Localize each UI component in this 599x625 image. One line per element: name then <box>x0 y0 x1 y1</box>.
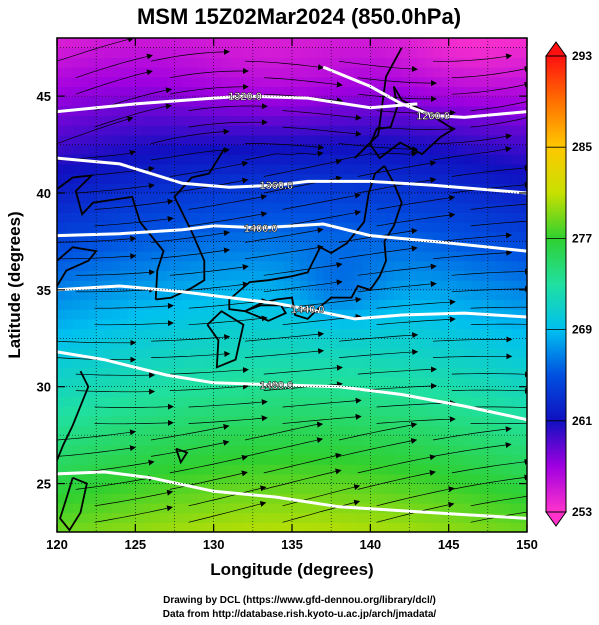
colorbar-tick-label: 293 <box>572 49 592 63</box>
contour-line <box>57 156 527 195</box>
y-tick-label: 35 <box>37 283 51 298</box>
x-tick-label: 135 <box>281 537 303 552</box>
x-tick-label: 120 <box>46 537 68 552</box>
credit-line-2: Data from http://database.rish.kyoto-u.a… <box>162 609 437 620</box>
x-axis: 120 125 130 135 140 145 150 <box>46 38 538 552</box>
coastline-segment <box>244 304 287 322</box>
y-tick-label: 45 <box>37 89 51 104</box>
coastline-segment <box>57 246 98 287</box>
x-tick-label: 140 <box>359 537 381 552</box>
contour-label: 1440.0 <box>291 304 325 316</box>
colorbar-scale <box>545 55 567 513</box>
heatmap-field <box>57 38 527 532</box>
wind-streamlines <box>57 38 527 523</box>
contour-label: 1400.0 <box>244 223 278 235</box>
contour-line <box>57 470 527 520</box>
contour-label: 1260.0 <box>416 111 450 123</box>
coastline-segment <box>228 165 403 320</box>
chart-title: MSM 15Z02Mar2024 (850.0hPa) <box>137 4 461 29</box>
y-axis-label: Latitude (degrees) <box>5 211 24 358</box>
coastline-segment <box>59 476 88 532</box>
colorbar-tick-label: 285 <box>572 140 592 154</box>
colorbar-max-arrow <box>545 41 567 57</box>
contour-label: 1320.0 <box>228 91 262 103</box>
y-tick-label: 40 <box>37 186 51 201</box>
contour-label: 1360.0 <box>259 180 293 192</box>
contour-line <box>322 65 527 119</box>
coastline-segment <box>175 447 189 465</box>
x-tick-label: 145 <box>438 537 460 552</box>
contour-line <box>57 284 527 321</box>
coastline-segment <box>206 310 245 369</box>
contour-line <box>57 350 527 422</box>
x-tick-label: 130 <box>203 537 225 552</box>
plot-area: 1320.0 1260.0 1360.0 1400.0 1440.0 1480.0 <box>57 38 527 532</box>
y-tick-label: 30 <box>37 380 51 395</box>
x-axis-label: Longitude (degrees) <box>210 560 373 579</box>
y-tick-label: 25 <box>37 477 51 492</box>
x-tick-label: 150 <box>516 537 538 552</box>
colorbar-min-arrow <box>545 511 567 527</box>
coastline-segment <box>57 370 90 461</box>
contour-line <box>57 222 527 253</box>
height-contours: 1320.0 1260.0 1360.0 1400.0 1440.0 1480.0 <box>57 65 527 520</box>
colorbar-tick-label: 261 <box>572 414 592 428</box>
colorbar: 253 261 269 277 285 293 <box>545 41 592 527</box>
contour-label: 1480.0 <box>259 380 293 392</box>
x-tick-label: 125 <box>124 537 146 552</box>
colorbar-tick-label: 277 <box>572 231 592 245</box>
colorbar-tick-label: 269 <box>572 323 592 337</box>
coastline-segment <box>57 174 165 300</box>
y-axis: 25 30 35 40 45 <box>37 89 527 492</box>
grid-lines <box>57 38 527 532</box>
credit-line-1: Drawing by DCL (https://www.gfd-dennou.o… <box>163 595 436 606</box>
colorbar-tick-label: 253 <box>572 505 592 519</box>
